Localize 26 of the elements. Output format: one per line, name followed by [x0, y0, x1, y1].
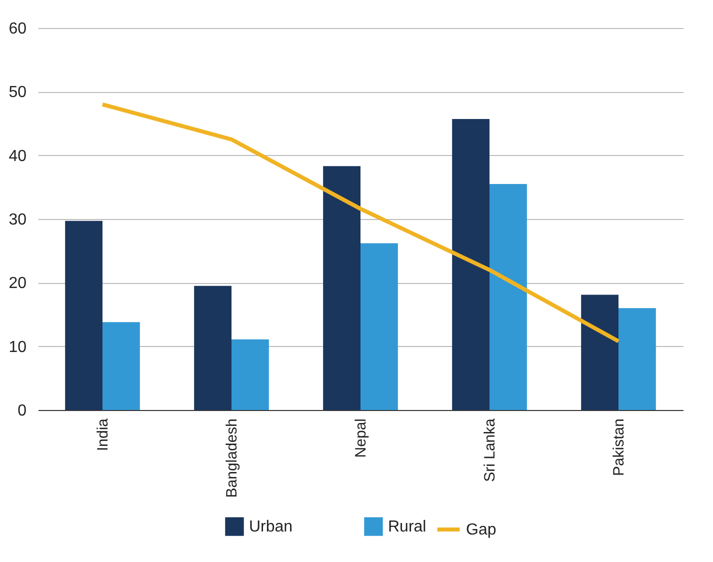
line-series: [100, 102, 620, 344]
legend-label: Gap: [466, 522, 496, 538]
bar: [618, 308, 656, 410]
x-tick-label: India: [94, 418, 112, 452]
legend-label: Urban: [249, 518, 293, 536]
legend-label: Rural: [388, 518, 426, 536]
x-tick-label: Bangladesh: [224, 418, 240, 498]
bar: [194, 286, 232, 410]
bar: [323, 166, 360, 410]
bar: [65, 220, 102, 410]
bar: [232, 339, 269, 410]
x-tick-label: Pakistan: [610, 418, 628, 476]
y-tick-label: 30: [8, 212, 27, 228]
bar: [581, 294, 618, 410]
y-tick-label: 20: [8, 275, 27, 292]
y-tick-label: 40: [8, 148, 27, 165]
bar: [452, 119, 490, 410]
y-tick-label: 0: [18, 402, 27, 420]
bar: [102, 322, 140, 410]
x-tick-label: Nepal: [352, 418, 370, 458]
x-tick-label: Sri Lanka: [482, 418, 498, 482]
y-tick-label: 50: [8, 84, 27, 102]
bar: [360, 243, 398, 410]
y-tick-label: 10: [8, 338, 27, 356]
bar: [490, 184, 527, 410]
y-tick-label: 60: [8, 20, 27, 38]
